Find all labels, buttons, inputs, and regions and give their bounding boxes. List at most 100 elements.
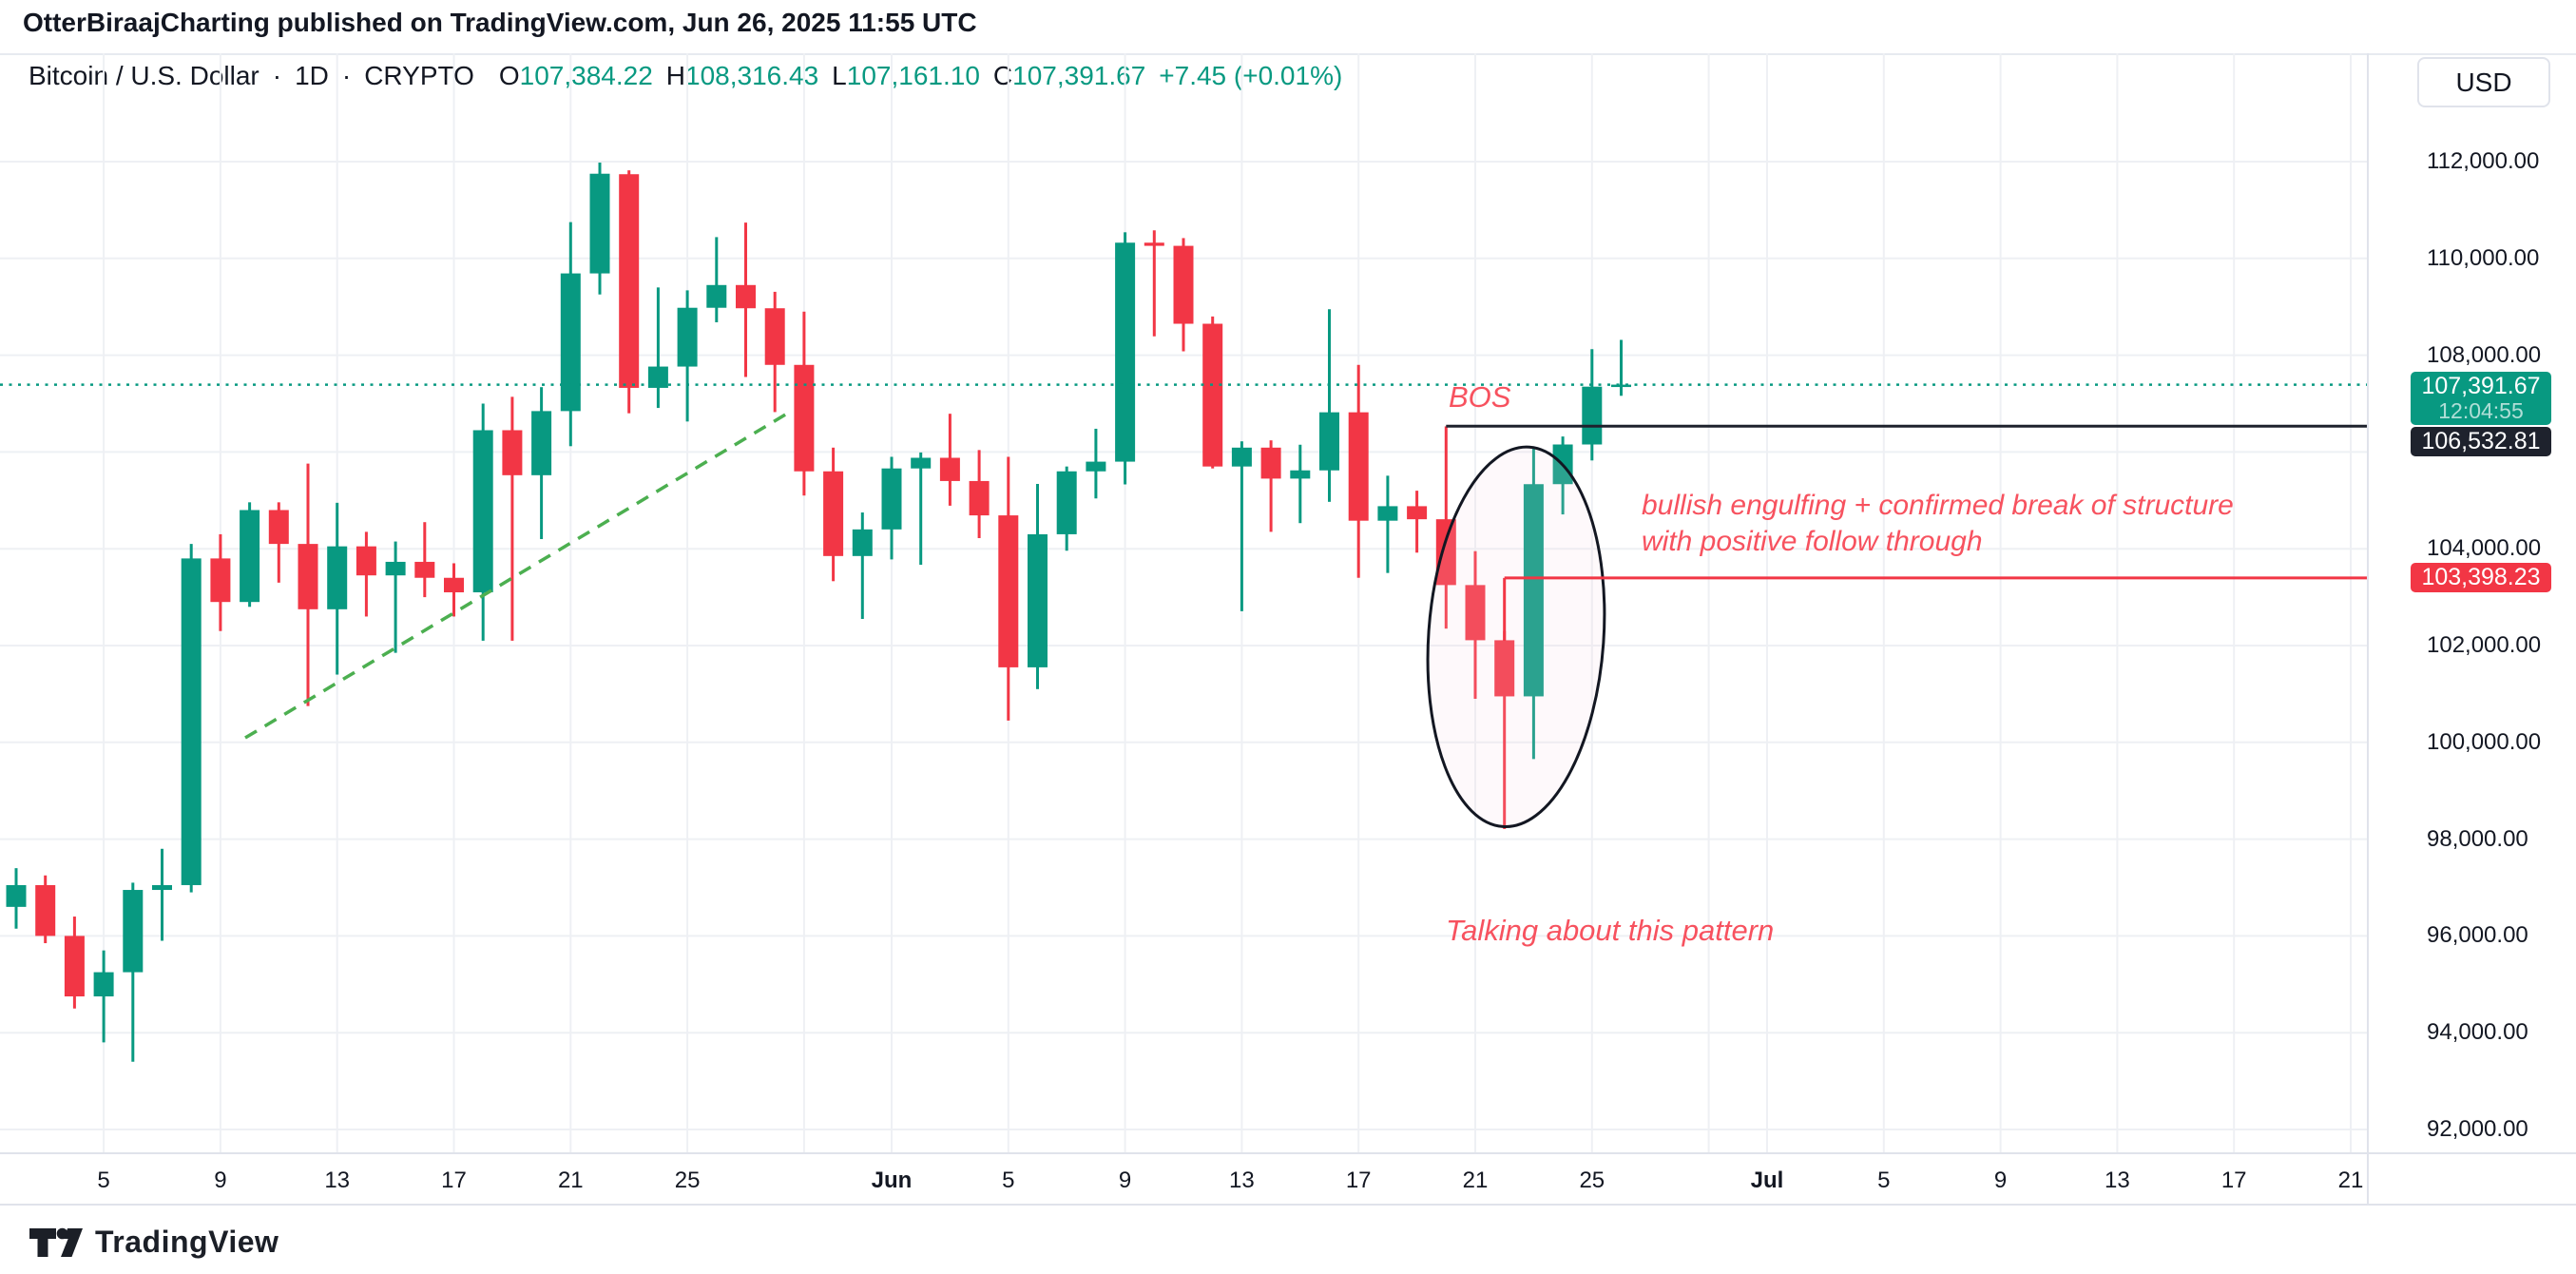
candle-body — [64, 936, 85, 997]
candle-wick — [510, 396, 514, 641]
time-axis-label: 25 — [1579, 1168, 1605, 1193]
time-axis-label: 13 — [324, 1168, 351, 1193]
candle-wick — [1240, 441, 1243, 611]
candle-body — [268, 510, 289, 545]
candle-body — [764, 308, 785, 365]
exchange-label: CRYPTO — [364, 61, 474, 90]
time-axis-label: 13 — [2105, 1168, 2130, 1193]
engulfing-annotation[interactable]: bullish engulfing + confirmed break of s… — [1642, 488, 2234, 560]
candle-body — [1086, 461, 1106, 472]
time-axis-label: 17 — [1345, 1168, 1372, 1193]
candle-body — [1377, 506, 1398, 521]
candle-body — [1056, 471, 1077, 534]
candle-body — [181, 558, 202, 885]
time-axis-label: 17 — [2220, 1168, 2247, 1193]
candle-wick — [1415, 491, 1419, 553]
last-price-value: 107,391.67 — [2421, 372, 2541, 399]
price-axis-label: 104,000.00 — [2427, 535, 2542, 562]
candle-body — [1144, 242, 1164, 246]
candle-body — [414, 561, 435, 578]
candle-body — [6, 884, 27, 907]
candle-body — [210, 558, 231, 603]
low-value: 107,161.10 — [846, 61, 980, 90]
published-attribution: OtterBiraajCharting published on Trading… — [23, 8, 977, 37]
time-axis-label: 5 — [97, 1168, 110, 1193]
bar-countdown: 12:04:55 — [2438, 397, 2524, 423]
price-axis-border — [2367, 53, 2369, 1204]
candle-body — [385, 561, 406, 576]
time-axis-label: 21 — [2337, 1168, 2364, 1193]
interval-label[interactable]: 1D — [295, 61, 329, 90]
ellipse-drawing — [1426, 445, 1606, 828]
candle-body — [998, 515, 1019, 667]
candle-body — [1523, 484, 1544, 697]
candle-body — [1582, 386, 1603, 445]
price-axis-label: 98,000.00 — [2427, 825, 2528, 852]
tradingview-logo[interactable]: TradingView — [29, 1225, 279, 1260]
engulfing-annotation-line1: bullish engulfing + confirmed break of s… — [1642, 490, 2234, 521]
candle-body — [1290, 470, 1311, 479]
candle-wick — [394, 541, 397, 653]
candle-body — [152, 884, 172, 891]
candle-wick — [1386, 475, 1390, 573]
candle-body — [911, 457, 932, 469]
candle-body — [736, 284, 756, 309]
candle-body — [1465, 585, 1486, 641]
candle-wick — [1328, 309, 1331, 502]
candle-wick — [1152, 230, 1156, 337]
candle-body — [706, 284, 727, 308]
candle-body — [93, 972, 114, 997]
candle-body — [1494, 640, 1515, 697]
change-value: +7.45 (+0.01%) — [1159, 61, 1343, 90]
chart-bottom-border — [0, 1204, 2576, 1206]
candle-body — [502, 430, 523, 475]
candle-body — [1435, 519, 1456, 586]
candle-wick — [1298, 444, 1302, 524]
candle-wick — [423, 522, 427, 598]
time-axis-label: 9 — [1993, 1168, 2008, 1193]
time-axis-label: 25 — [674, 1168, 701, 1193]
candle-body — [560, 273, 581, 412]
candle-body — [1260, 447, 1281, 479]
time-axis-label: Jul — [1750, 1168, 1784, 1193]
candle-body — [647, 366, 668, 388]
time-axis-label: 17 — [441, 1168, 467, 1193]
header-divider — [0, 53, 2576, 55]
candle-body — [794, 364, 815, 472]
time-axis-label: 21 — [557, 1168, 584, 1193]
price-axis-label: 112,000.00 — [2427, 148, 2540, 174]
candle-body — [852, 529, 873, 556]
high-value: 108,316.43 — [685, 61, 819, 90]
candle-body — [356, 546, 376, 576]
candle-wick — [1269, 440, 1273, 532]
candle-body — [619, 174, 640, 388]
currency-toggle-button[interactable]: USD — [2417, 57, 2550, 107]
candle-body — [589, 173, 610, 274]
candle-body — [1173, 245, 1194, 324]
candle-body — [823, 471, 844, 556]
candle-wick — [161, 848, 163, 941]
price-axis-label: 108,000.00 — [2427, 341, 2542, 368]
candle-body — [939, 457, 960, 481]
close-value: 107,391.67 — [1012, 61, 1146, 90]
last-price-tag: 107,391.67 12:04:55 — [2411, 371, 2551, 425]
bos-annotation[interactable]: BOS — [1449, 380, 1511, 414]
pattern-annotation[interactable]: Talking about this pattern — [1446, 914, 1775, 947]
time-axis-label: Jun — [871, 1168, 913, 1193]
high-label: H — [665, 61, 686, 90]
bos-level-tag: 106,532.81 — [2411, 427, 2551, 457]
engulfing-annotation-line2: with positive follow through — [1642, 526, 1983, 557]
candle-body — [444, 577, 464, 593]
price-axis-label: 94,000.00 — [2427, 1019, 2528, 1046]
time-axis-label: 5 — [1002, 1168, 1015, 1193]
low-label: L — [832, 61, 847, 90]
candle-wick — [656, 287, 660, 409]
trendline-drawing — [244, 409, 793, 740]
candle-body — [677, 307, 698, 367]
price-axis-label: 110,000.00 — [2427, 244, 2540, 271]
price-axis-label: 92,000.00 — [2427, 1116, 2528, 1142]
candle-body — [1611, 384, 1631, 388]
candle-body — [1319, 412, 1339, 471]
